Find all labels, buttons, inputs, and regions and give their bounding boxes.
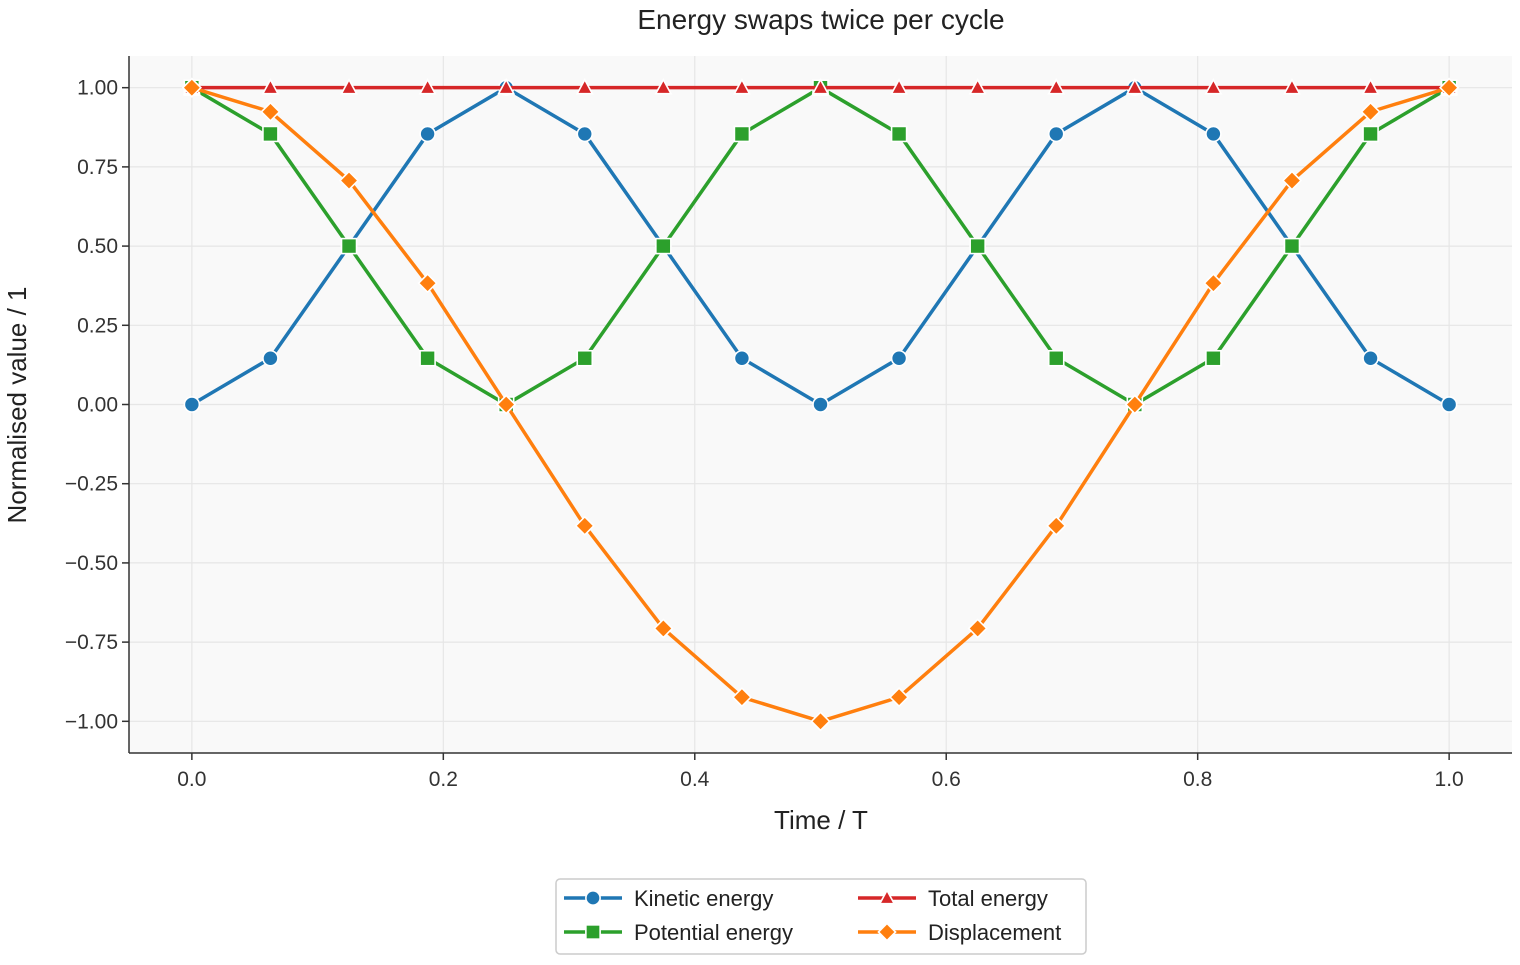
y-tick-label: −0.75 [65, 631, 118, 654]
x-tick-label: 1.0 [1435, 768, 1464, 791]
y-axis-title: Normalised value / 1 [2, 287, 32, 524]
displacement-point [1281, 170, 1303, 191]
x-tick-label: 0.0 [177, 768, 206, 791]
kinetic-energy-point [419, 125, 436, 143]
x-axis-ticks: 0.0 0.2 0.4 0.6 0.8 1.0 [177, 753, 1464, 791]
potential-energy-point [419, 349, 436, 367]
total-energy-point [1125, 78, 1144, 95]
displacement-point [1203, 273, 1224, 294]
total-energy-point [654, 78, 673, 95]
legend-entry-total-energy: Total energy [858, 886, 1048, 911]
legend-entry-displacement: Displacement [858, 920, 1061, 945]
legend-marker-total-energy [878, 888, 896, 905]
potential-energy-point [733, 125, 751, 143]
potential-energy-point [969, 237, 986, 255]
total-energy-point [1361, 78, 1380, 95]
displacement-point [888, 687, 910, 708]
x-tick-label: 0.2 [429, 768, 458, 791]
potential-energy-point [1362, 125, 1379, 143]
kinetic-energy-point [1047, 125, 1065, 143]
potential-energy-point [890, 125, 908, 143]
total-energy-point [968, 78, 987, 95]
kinetic-energy-point [733, 349, 751, 367]
kinetic-energy-point [1205, 125, 1222, 143]
potential-energy-point [576, 349, 594, 367]
legend-box [555, 878, 1087, 955]
displacement-point [653, 618, 674, 639]
legend-label-potential-energy: Potential energy [634, 920, 793, 945]
displacement-point [574, 515, 595, 536]
displacement-point [417, 273, 438, 294]
x-axis-title: Time / T [774, 805, 868, 835]
potential-energy-point [1283, 237, 1301, 255]
displacement-point [181, 77, 202, 98]
displacement-point [1124, 394, 1145, 415]
x-tick-label: 0.8 [1183, 768, 1212, 791]
total-energy-point [1283, 78, 1301, 95]
total-energy-point [811, 78, 830, 95]
kinetic-energy-point [812, 396, 829, 413]
total-energy-point [418, 78, 437, 95]
potential-energy-point [340, 237, 358, 255]
x-tick-label: 0.4 [680, 768, 710, 791]
displacement-point [967, 618, 988, 639]
y-tick-label: −0.25 [65, 473, 118, 496]
legend: Kinetic energy Potential energy Total ener… [555, 878, 1087, 955]
total-energy-point [497, 78, 516, 95]
legend-marker-kinetic-energy [585, 890, 601, 906]
legend-label-total-energy: Total energy [928, 886, 1048, 911]
y-tick-label: −0.50 [65, 552, 118, 575]
legend-entry-potential-energy: Potential energy [564, 920, 793, 945]
y-tick-label: 1.00 [77, 77, 118, 100]
legend-label-kinetic-energy: Kinetic energy [634, 886, 773, 911]
displacement-point [496, 394, 517, 415]
kinetic-energy-point [262, 349, 279, 367]
total-energy-point [261, 78, 280, 95]
y-axis-ticks: 1.00 0.75 0.50 0.25 0.00 −0.25 −0.50 −0.75 −1.00 [65, 77, 129, 733]
y-tick-label: 0.50 [77, 235, 118, 258]
displacement-point [338, 170, 360, 191]
y-tick-label: 0.75 [77, 156, 118, 179]
kinetic-energy-point [890, 349, 908, 367]
displacement-point [731, 687, 753, 708]
total-energy-point [340, 78, 358, 95]
y-tick-label: −1.00 [65, 710, 118, 733]
total-energy-point [575, 78, 594, 95]
kinetic-energy-point [1440, 396, 1458, 413]
displacement-point [1046, 515, 1067, 536]
legend-entry-kinetic-energy: Kinetic energy [564, 886, 773, 911]
potential-energy-point [262, 125, 279, 143]
kinetic-energy-point [1362, 349, 1379, 367]
series-displacement [181, 77, 1460, 732]
displacement-point [1439, 77, 1460, 98]
total-energy-point [732, 78, 751, 95]
total-energy-point [1204, 78, 1223, 95]
x-tick-label: 0.6 [932, 768, 961, 791]
potential-energy-point [1205, 349, 1222, 367]
chart-title: Energy swaps twice per cycle [637, 4, 1004, 35]
y-tick-label: 0.00 [77, 394, 118, 417]
y-tick-label: 0.25 [77, 314, 118, 337]
legend-marker-displacement [877, 922, 897, 942]
total-energy-point [1047, 78, 1066, 95]
total-energy-point [890, 78, 909, 95]
kinetic-energy-point [183, 396, 201, 413]
legend-marker-potential-energy [585, 924, 601, 940]
displacement-point [260, 101, 281, 122]
displacement-point [1360, 101, 1381, 122]
displacement-point [810, 711, 831, 732]
kinetic-energy-point [576, 125, 594, 143]
potential-energy-point [1047, 349, 1065, 367]
potential-energy-point [655, 237, 672, 255]
legend-label-displacement: Displacement [928, 920, 1061, 945]
series-lines [181, 77, 1460, 732]
